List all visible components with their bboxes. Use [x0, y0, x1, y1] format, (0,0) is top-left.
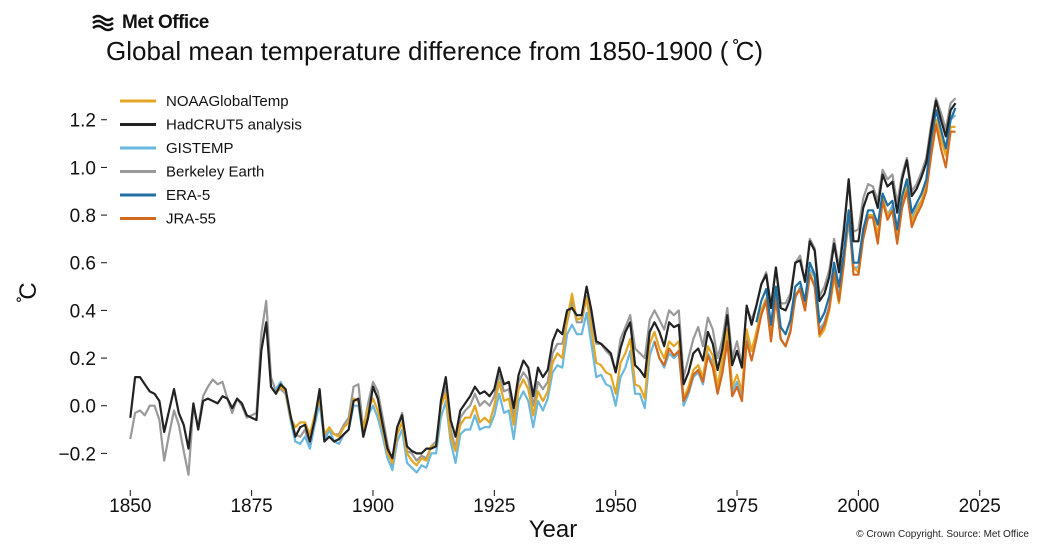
- x-tick-label: 2025: [959, 496, 1001, 517]
- legend-label: Berkeley Earth: [166, 164, 264, 181]
- legend-label: NOAAGlobalTemp: [166, 93, 289, 110]
- series-layer: [129, 97, 957, 476]
- met-office-logo: Met Office: [92, 12, 209, 34]
- y-tick-label: −0.2: [58, 444, 96, 465]
- y-tick-label: 0.4: [70, 301, 97, 322]
- x-tick-label: 1975: [716, 496, 758, 517]
- legend-label: JRA-55: [166, 211, 216, 228]
- x-tick-label: 1950: [595, 496, 637, 517]
- met-office-wave-icon: [92, 14, 114, 32]
- copyright-notice: © Crown Copyright. Source: Met Office: [856, 529, 1029, 540]
- page-title: Global mean temperature difference from …: [106, 36, 764, 66]
- x-tick-label: 1900: [352, 496, 394, 517]
- y-tick-label: 0.0: [70, 397, 96, 418]
- x-tick-label: 1875: [230, 496, 272, 517]
- legend-label: HadCRUT5 analysis: [166, 117, 302, 134]
- series-line-hadcrut5-analysis: [129, 99, 957, 460]
- series-line-era-5: [755, 107, 957, 336]
- legend-label: ERA-5: [166, 187, 210, 204]
- series-line-noaaglobaltemp: [274, 118, 956, 467]
- legend-label: GISTEMP: [166, 140, 234, 157]
- chart-legend: NOAAGlobalTemp HadCRUT5 analysis GISTEMP Be…: [120, 93, 302, 228]
- y-axis-label: ̊C: [15, 282, 42, 302]
- x-tick-label: 1925: [473, 496, 515, 517]
- series-line-jra-55: [653, 123, 956, 403]
- axes-layer: 1850 1875 1900 1925 1950 1975 2000 2025 −0.2 0.0 0…: [58, 111, 1000, 517]
- y-tick-label: 0.6: [70, 254, 96, 275]
- series-line-gistemp: [274, 114, 957, 474]
- y-tick-label: 0.8: [70, 206, 96, 227]
- y-tick-label: 1.2: [70, 111, 96, 132]
- y-tick-label: 0.2: [70, 349, 96, 370]
- y-tick-label: 1.0: [70, 158, 96, 179]
- x-tick-label: 2000: [837, 496, 879, 517]
- x-tick-label: 1850: [109, 496, 151, 517]
- logo-text: Met Office: [122, 12, 209, 33]
- x-axis-label: Year: [529, 516, 578, 543]
